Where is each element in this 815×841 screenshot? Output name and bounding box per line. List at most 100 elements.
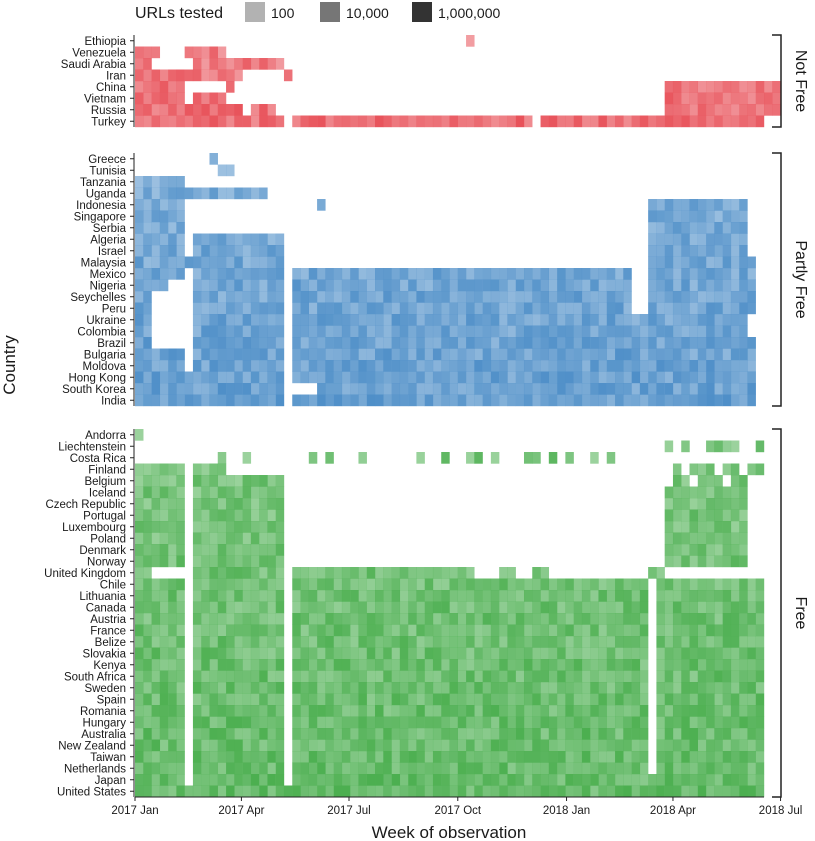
heat-cell (457, 785, 467, 798)
heat-cell (747, 302, 756, 315)
heat-cell (697, 104, 707, 116)
heat-cell (350, 567, 359, 579)
heat-cell (689, 544, 698, 556)
heat-cell (689, 601, 698, 614)
heat-cell (606, 785, 616, 798)
heat-cell (648, 383, 657, 395)
heat-cell (515, 739, 525, 752)
heat-cell (523, 774, 533, 786)
heat-cell (697, 337, 707, 349)
heat-cell (201, 371, 210, 384)
heat-cell (722, 383, 732, 395)
heat-cell (408, 693, 417, 706)
heat-cell (714, 636, 723, 648)
heat-cell (689, 521, 698, 533)
heat-cell (515, 394, 525, 407)
heat-cell (358, 728, 367, 740)
country-label: Ukraine (86, 315, 126, 327)
heat-cell (135, 394, 144, 407)
heat-cell (250, 325, 260, 338)
heat-cell (234, 728, 243, 740)
heat-cell (424, 371, 434, 384)
heat-cell (242, 291, 252, 303)
heat-cell (441, 693, 450, 706)
heat-cell (201, 532, 210, 545)
heat-cell (697, 268, 707, 280)
heat-cell (416, 337, 425, 349)
heat-cell (672, 751, 682, 763)
heat-cell (664, 394, 674, 407)
heat-cell (573, 636, 583, 648)
heat-cell (358, 636, 367, 648)
heat-cell (317, 705, 326, 717)
heat-cell (234, 233, 243, 246)
heat-cell (143, 46, 152, 59)
heat-cell (706, 636, 715, 648)
country-row (135, 394, 756, 407)
country-row (135, 245, 748, 257)
heat-cell (192, 578, 202, 591)
heat-cell (730, 532, 740, 545)
heat-cell (259, 613, 268, 625)
heat-cell (375, 314, 384, 326)
heat-cell (143, 509, 152, 522)
heat-cell (308, 682, 318, 694)
heat-cell (474, 601, 483, 614)
heat-cell (548, 705, 558, 717)
heat-cell (159, 104, 169, 116)
heat-cell (449, 590, 458, 602)
heat-cell (341, 636, 351, 648)
heat-cell (689, 590, 698, 602)
heat-cell (424, 567, 434, 579)
heat-cell (135, 636, 144, 648)
heat-cell (689, 682, 698, 694)
heat-cell (573, 682, 583, 694)
heat-cell (540, 360, 550, 372)
heat-cell (358, 394, 367, 407)
heat-cell (739, 532, 748, 545)
heat-cell (739, 268, 748, 280)
heat-cell (209, 739, 218, 752)
heat-cell (226, 325, 235, 338)
heat-cell (672, 613, 682, 625)
heat-cell (590, 348, 599, 361)
heat-cell (201, 682, 210, 694)
heat-cell (143, 693, 152, 706)
heat-cell (375, 647, 384, 660)
heat-cell (557, 394, 566, 407)
heat-cell (507, 716, 516, 729)
heat-cell (772, 104, 781, 116)
heat-cell (317, 394, 326, 407)
heat-cell (192, 256, 202, 269)
heat-cell (375, 601, 384, 614)
heat-cell (242, 601, 252, 614)
heat-cell (209, 624, 218, 637)
heat-cell (226, 371, 235, 384)
heat-cell (672, 268, 682, 280)
heat-cell (466, 774, 475, 786)
heat-cell (697, 647, 707, 660)
heat-cell (317, 601, 326, 614)
heat-cell (209, 348, 218, 361)
heat-cell (250, 544, 260, 556)
heat-cell (457, 682, 467, 694)
heat-cell (689, 81, 698, 93)
heat-cell (267, 751, 276, 763)
heat-cell (557, 590, 566, 602)
heat-cell (350, 268, 359, 280)
heat-cell (325, 705, 334, 717)
country-row (135, 521, 748, 533)
heat-cell (259, 544, 268, 556)
heat-cell (358, 590, 367, 602)
heat-cell (383, 739, 392, 752)
heat-cell (706, 360, 715, 372)
heat-cell (474, 659, 483, 671)
heat-cell (457, 578, 467, 591)
country-row (135, 337, 756, 349)
heat-cell (706, 716, 715, 729)
heat-cell (308, 348, 318, 361)
heat-cell (573, 728, 583, 740)
heat-cell (672, 394, 682, 407)
heat-cell (226, 475, 235, 487)
